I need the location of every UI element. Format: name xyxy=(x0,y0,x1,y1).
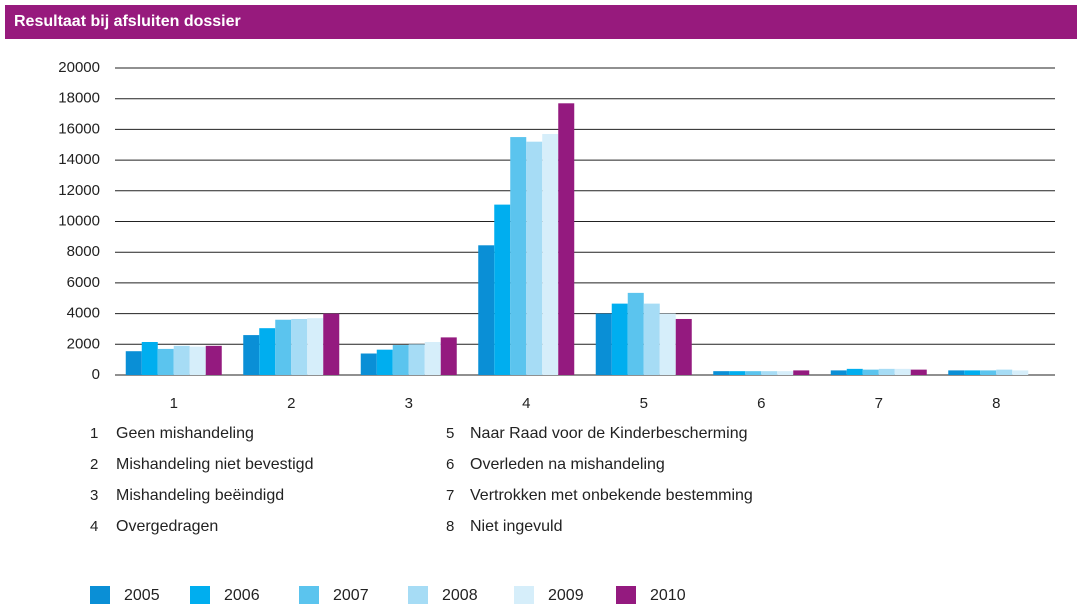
bar xyxy=(478,245,495,375)
title-bar xyxy=(5,5,1077,39)
bar xyxy=(611,303,628,375)
description-number: 2 xyxy=(90,456,98,473)
description-label: Naar Raad voor de Kinderbescherming xyxy=(470,425,747,442)
bar xyxy=(675,318,692,375)
x-tick-label: 7 xyxy=(875,395,883,412)
y-tick-label: 8000 xyxy=(67,243,100,260)
legend-label: 2009 xyxy=(548,587,584,604)
bar xyxy=(376,349,393,375)
y-tick-label: 10000 xyxy=(58,212,100,229)
description-label: Geen mishandeling xyxy=(116,425,254,442)
bar xyxy=(948,370,965,375)
bar xyxy=(510,137,527,375)
bar xyxy=(189,346,206,375)
bar xyxy=(996,369,1013,375)
bar xyxy=(558,103,575,376)
bar xyxy=(408,344,425,375)
y-tick-label: 14000 xyxy=(58,151,100,168)
bar xyxy=(173,345,190,375)
bar xyxy=(713,371,730,375)
bar xyxy=(526,141,543,375)
x-tick-label: 4 xyxy=(522,395,530,412)
bar xyxy=(862,369,879,375)
bar xyxy=(761,371,778,375)
x-tick-label: 8 xyxy=(992,395,1000,412)
description-number: 6 xyxy=(446,456,454,473)
bar xyxy=(360,353,377,375)
y-tick-label: 18000 xyxy=(58,90,100,107)
legend-swatch xyxy=(514,586,534,604)
bar xyxy=(793,370,810,375)
bar xyxy=(894,368,911,375)
bar xyxy=(141,341,158,375)
bar xyxy=(157,348,174,375)
bar xyxy=(830,370,847,375)
y-tick-label: 6000 xyxy=(67,274,100,291)
bar xyxy=(777,371,794,375)
bar xyxy=(392,345,409,375)
x-tick-label: 1 xyxy=(170,395,178,412)
description-number: 3 xyxy=(90,487,98,504)
bar xyxy=(964,370,981,375)
bar xyxy=(910,369,927,375)
x-tick-label: 3 xyxy=(405,395,413,412)
description-label: Niet ingevuld xyxy=(470,518,563,535)
legend-label: 2005 xyxy=(124,587,160,604)
bar xyxy=(125,351,142,375)
legend-swatch xyxy=(616,586,636,604)
description-number: 4 xyxy=(90,518,98,535)
description-number: 7 xyxy=(446,487,454,504)
bar xyxy=(1012,370,1029,375)
legend-label: 2007 xyxy=(333,587,369,604)
bar xyxy=(595,313,612,375)
bar xyxy=(729,371,746,375)
bar xyxy=(980,370,997,375)
description-number: 8 xyxy=(446,518,454,535)
legend-swatch xyxy=(190,586,210,604)
description-label: Mishandeling beëindigd xyxy=(116,487,284,504)
description-label: Mishandeling niet bevestigd xyxy=(116,456,313,473)
description-label: Overgedragen xyxy=(116,518,218,535)
bar xyxy=(323,313,340,375)
bar xyxy=(243,335,260,375)
description-label: Overleden na mishandeling xyxy=(470,456,665,473)
bar xyxy=(627,292,644,375)
bar xyxy=(745,371,762,375)
x-tick-label: 6 xyxy=(757,395,765,412)
legend-label: 2008 xyxy=(442,587,478,604)
chart-title: Resultaat bij afsluiten dossier xyxy=(14,13,241,30)
bar xyxy=(659,313,676,375)
y-tick-label: 16000 xyxy=(58,120,100,137)
y-tick-label: 2000 xyxy=(67,335,100,352)
description-label: Vertrokken met onbekende bestemming xyxy=(470,487,753,504)
y-tick-label: 12000 xyxy=(58,182,100,199)
x-tick-label: 2 xyxy=(287,395,295,412)
y-tick-label: 20000 xyxy=(58,59,100,76)
y-tick-label: 4000 xyxy=(67,305,100,322)
bar xyxy=(643,303,660,375)
description-number: 5 xyxy=(446,425,454,442)
bar xyxy=(307,318,324,375)
bar xyxy=(494,204,511,375)
bar xyxy=(424,341,441,375)
bar xyxy=(846,368,863,375)
bar xyxy=(205,345,222,375)
legend-swatch xyxy=(90,586,110,604)
description-number: 1 xyxy=(90,425,98,442)
legend-label: 2006 xyxy=(224,587,260,604)
x-tick-label: 5 xyxy=(640,395,648,412)
bar xyxy=(440,337,457,375)
legend-swatch xyxy=(299,586,319,604)
y-tick-label: 0 xyxy=(92,366,100,383)
bar xyxy=(259,328,276,375)
bar xyxy=(275,319,292,375)
bar xyxy=(291,318,308,375)
legend-label: 2010 xyxy=(650,587,686,604)
bar xyxy=(542,134,559,375)
bar xyxy=(878,368,895,375)
legend-swatch xyxy=(408,586,428,604)
